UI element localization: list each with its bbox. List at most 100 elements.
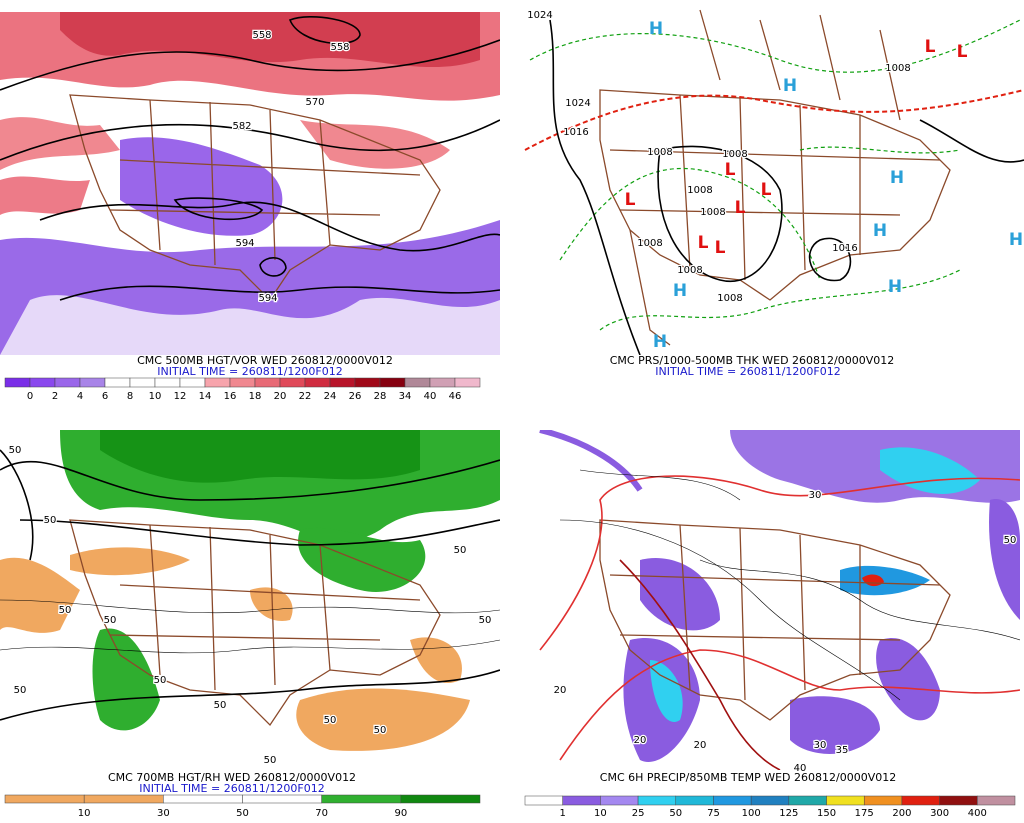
- colorbar-label: 40: [424, 391, 437, 402]
- contour-label: 50: [1004, 535, 1017, 546]
- colorbar-label: 20: [274, 391, 287, 402]
- contour-label: 1008: [722, 149, 747, 160]
- contour-label: 30: [809, 490, 822, 501]
- low-marker: L: [761, 180, 772, 200]
- panel-subtitle: INITIAL TIME = 260811/1200F012: [157, 365, 342, 378]
- colorbar-label: 8: [127, 391, 133, 402]
- colorbar-segment: [54, 377, 81, 388]
- contour-label: 1008: [637, 238, 662, 249]
- colorbar-label: 0: [27, 391, 33, 402]
- colorbar-label: 175: [855, 808, 874, 819]
- colorbar-segment: [637, 795, 677, 806]
- colorbar-label: 14: [199, 391, 212, 402]
- colorbar-segment: [4, 794, 85, 804]
- colorbar-segment: [204, 377, 231, 388]
- colorbar-segment: [83, 794, 164, 804]
- map-700mb: [0, 430, 500, 775]
- colorbar-label: 16: [224, 391, 237, 402]
- colorbar-label: 100: [742, 808, 761, 819]
- colorbar-label: 6: [102, 391, 108, 402]
- low-marker: L: [715, 238, 726, 258]
- colorbar-segment: [454, 377, 481, 388]
- colorbar-label: 10: [78, 808, 91, 819]
- contour-label: 1008: [677, 265, 702, 276]
- contour-label: 1008: [687, 185, 712, 196]
- contour-label: 50: [59, 605, 72, 616]
- colorbar-segment: [977, 795, 1016, 806]
- panel-title: CMC 500MB HGT/VOR WED 260812/0000V012: [137, 354, 393, 367]
- low-marker: L: [735, 198, 746, 218]
- panel-title: CMC 700MB HGT/RH WED 260812/0000V012: [108, 771, 356, 784]
- colorbar-label: 90: [394, 808, 407, 819]
- map-pressure: [522, 0, 1024, 355]
- colorbar-label: 400: [968, 808, 987, 819]
- colorbar-label: 34: [399, 391, 412, 402]
- colorbar-segment: [279, 377, 306, 388]
- colorbar-label: 1: [560, 808, 566, 819]
- colorbar-segment: [826, 795, 865, 806]
- colorbar-segment: [229, 377, 256, 388]
- contour-label: 50: [454, 545, 467, 556]
- high-marker: H: [873, 221, 887, 241]
- colorbar-label: 30: [157, 808, 170, 819]
- contour-label: 50: [479, 615, 492, 626]
- colorbar-segment: [104, 377, 131, 388]
- contour-label: 558: [330, 42, 349, 53]
- low-marker: L: [625, 190, 636, 210]
- colorbar-segment: [354, 377, 381, 388]
- low-marker: L: [725, 160, 736, 180]
- colorbar-label: 25: [632, 808, 645, 819]
- colorbar-label: 28: [374, 391, 387, 402]
- contour-label: 20: [694, 740, 707, 751]
- contour-label: 1008: [885, 63, 910, 74]
- contour-label: 582: [232, 121, 251, 132]
- colorbar-segment: [379, 377, 406, 388]
- colorbar-label: 2: [52, 391, 58, 402]
- colorbar-segment: [129, 377, 156, 388]
- contour-label: 570: [305, 97, 324, 108]
- contour-label: 1016: [832, 243, 857, 254]
- high-marker: H: [783, 76, 797, 96]
- contour-label: 50: [154, 675, 167, 686]
- colorbar-segment: [675, 795, 714, 806]
- contour-label: 1008: [647, 147, 672, 158]
- contour-label: 35: [836, 745, 849, 756]
- low-marker: L: [957, 42, 968, 62]
- colorbar-segment: [863, 795, 903, 806]
- contour-label: 20: [554, 685, 567, 696]
- panel-subtitle: INITIAL TIME = 260811/1200F012: [139, 782, 324, 795]
- contour-label: 50: [374, 725, 387, 736]
- colorbar-segment: [713, 795, 752, 806]
- colorbar-label: 46: [449, 391, 462, 402]
- contour-label: 20: [634, 735, 647, 746]
- contour-label: 50: [9, 445, 22, 456]
- colorbar-label: 50: [669, 808, 682, 819]
- colorbar-segment: [329, 377, 356, 388]
- contour-label: 50: [264, 755, 277, 766]
- contour-label: 1008: [717, 293, 742, 304]
- colorbar-label: 22: [299, 391, 312, 402]
- panel-subtitle: INITIAL TIME = 260811/1200F012: [655, 365, 840, 378]
- colorbar-segment: [304, 377, 331, 388]
- colorbar-segment: [400, 794, 481, 804]
- colorbar-label: 150: [817, 808, 836, 819]
- colorbar-label: 200: [892, 808, 911, 819]
- colorbar-segment: [242, 794, 322, 804]
- high-marker: H: [653, 332, 667, 352]
- contour-label: 594: [235, 238, 254, 249]
- colorbar-segment: [524, 795, 563, 806]
- colorbar-segment: [254, 377, 281, 388]
- colorbar-segment: [562, 795, 601, 806]
- high-marker: H: [673, 281, 687, 301]
- contour-label: 50: [214, 700, 227, 711]
- colorbar-label: 10: [149, 391, 162, 402]
- contour-label: 1024: [565, 98, 590, 109]
- map-precip: [522, 430, 1020, 770]
- high-marker: H: [888, 277, 902, 297]
- colorbar-segment: [901, 795, 940, 806]
- colorbar-segment: [79, 377, 106, 388]
- colorbar-segment: [179, 377, 206, 388]
